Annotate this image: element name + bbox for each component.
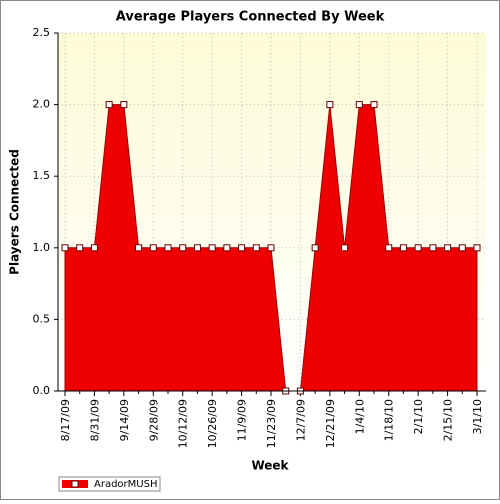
x-tick-label: 11/9/09	[236, 399, 249, 441]
point-marker	[473, 244, 481, 252]
x-axis-label: Week	[251, 459, 289, 473]
point-marker	[399, 244, 407, 252]
x-tick-label: 8/17/09	[59, 399, 72, 441]
x-tick-label: 2/15/10	[442, 399, 455, 441]
y-tick-label: 1.5	[33, 169, 51, 182]
point-marker	[90, 244, 98, 252]
point-marker	[223, 244, 231, 252]
legend-marker	[71, 480, 79, 488]
point-marker	[208, 244, 216, 252]
point-marker	[238, 244, 246, 252]
point-marker	[414, 244, 422, 252]
point-marker	[429, 244, 437, 252]
point-marker	[267, 244, 275, 252]
x-tick-label: 1/4/10	[353, 399, 366, 434]
point-marker	[149, 244, 157, 252]
point-marker	[341, 244, 349, 252]
x-tick-label: 12/7/09	[294, 399, 307, 441]
point-marker	[385, 244, 393, 252]
point-marker	[326, 101, 334, 109]
x-tick-label: 3/1/10	[471, 399, 484, 434]
point-marker	[61, 244, 69, 252]
x-tick-label: 11/23/09	[265, 399, 278, 448]
point-marker	[105, 101, 113, 109]
legend-label: AradorMUSH	[94, 479, 157, 490]
point-marker	[370, 101, 378, 109]
chart-title: Average Players Connected By Week	[116, 10, 385, 25]
point-marker	[311, 244, 319, 252]
x-tick-label: 2/1/10	[412, 399, 425, 434]
y-tick-label: 0.5	[33, 312, 51, 325]
point-marker	[164, 244, 172, 252]
point-marker	[120, 101, 128, 109]
x-tick-label: 12/21/09	[324, 399, 337, 448]
point-marker	[193, 244, 201, 252]
x-tick-label: 10/12/09	[177, 399, 190, 448]
x-tick-label: 1/18/10	[383, 399, 396, 441]
y-tick-label: 2.5	[33, 26, 51, 39]
y-tick-label: 1.0	[33, 241, 51, 254]
point-marker	[458, 244, 466, 252]
point-marker	[444, 244, 452, 252]
x-tick-label: 9/14/09	[118, 399, 131, 441]
point-marker	[179, 244, 187, 252]
x-tick-label: 8/31/09	[88, 399, 101, 441]
y-tick-label: 2.0	[33, 98, 51, 111]
y-tick-label: 0.0	[33, 384, 51, 397]
point-marker	[355, 101, 363, 109]
y-axis-label: Players Connected	[8, 149, 22, 275]
x-tick-label: 10/26/09	[206, 399, 219, 448]
point-marker	[76, 244, 84, 252]
x-tick-label: 9/28/09	[147, 399, 160, 441]
point-marker	[252, 244, 260, 252]
point-marker	[135, 244, 143, 252]
